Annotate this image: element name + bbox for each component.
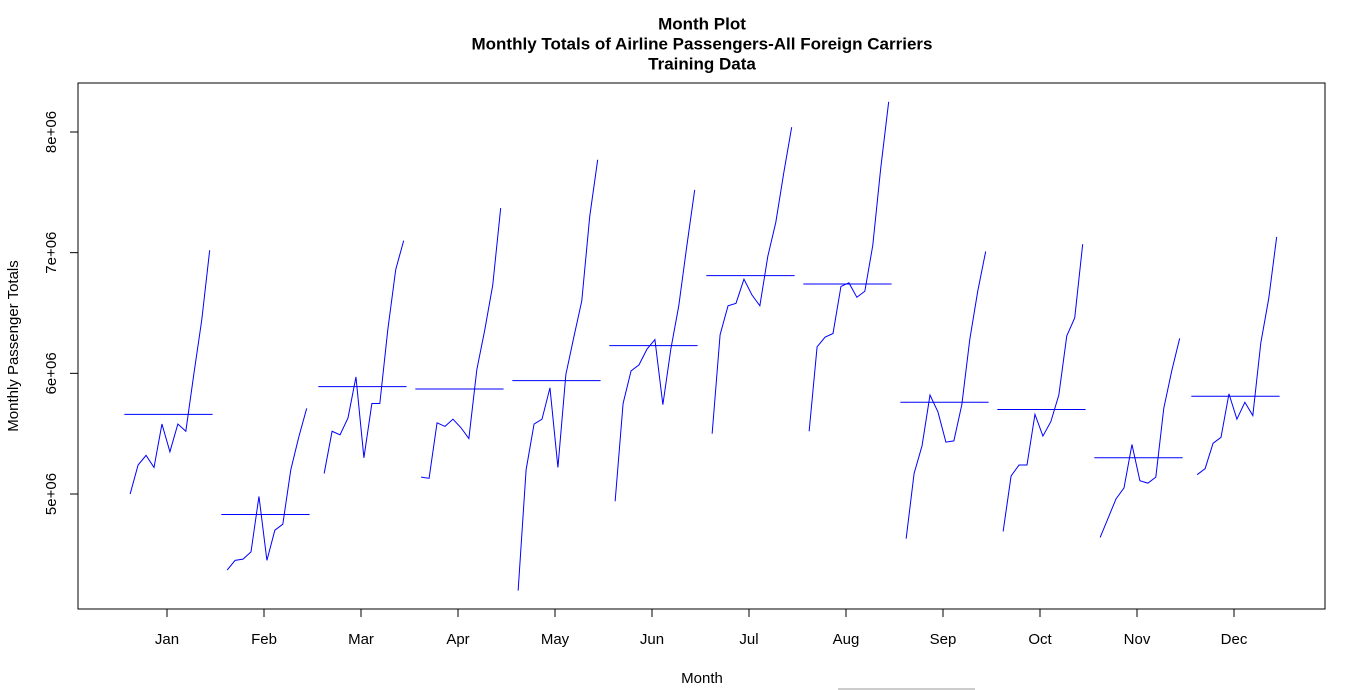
chart-title: Monthly Totals of Airline Passengers-All… (472, 34, 933, 53)
y-tick-label: 7e+06 (43, 232, 60, 274)
x-tick-label: Aug (833, 631, 860, 648)
y-tick-label: 8e+06 (43, 111, 60, 153)
month-line (614, 189, 696, 502)
month-line (1099, 338, 1181, 538)
month-line (129, 250, 211, 495)
x-tick-label: Jun (640, 631, 664, 648)
month-line (226, 408, 308, 571)
x-tick-label: Dec (1221, 631, 1248, 648)
month-line (905, 251, 987, 539)
month-line (1002, 244, 1084, 532)
x-tick-label: Jan (155, 631, 179, 648)
month-line (808, 101, 890, 432)
x-tick-label: Jul (739, 631, 758, 648)
x-tick-label: May (541, 631, 570, 648)
x-tick-label: Mar (348, 631, 374, 648)
x-tick-label: Apr (446, 631, 469, 648)
month-line (421, 207, 502, 479)
plot-frame (77, 82, 1326, 610)
x-tick-label: Nov (1124, 631, 1151, 648)
month-line (323, 240, 405, 474)
y-tick-label: 6e+06 (43, 352, 60, 394)
y-axis-label: Monthly Passenger Totals (5, 260, 22, 431)
x-axis-label: Month (681, 670, 723, 687)
month-line (711, 127, 793, 434)
chart-title: Training Data (648, 54, 756, 73)
y-tick-label: 5e+06 (43, 473, 60, 515)
month-line (517, 159, 599, 591)
x-tick-label: Feb (251, 631, 277, 648)
x-tick-label: Oct (1028, 631, 1052, 648)
month-line (1196, 236, 1278, 476)
chart-title: Month Plot (658, 14, 746, 33)
x-tick-label: Sep (930, 631, 957, 648)
